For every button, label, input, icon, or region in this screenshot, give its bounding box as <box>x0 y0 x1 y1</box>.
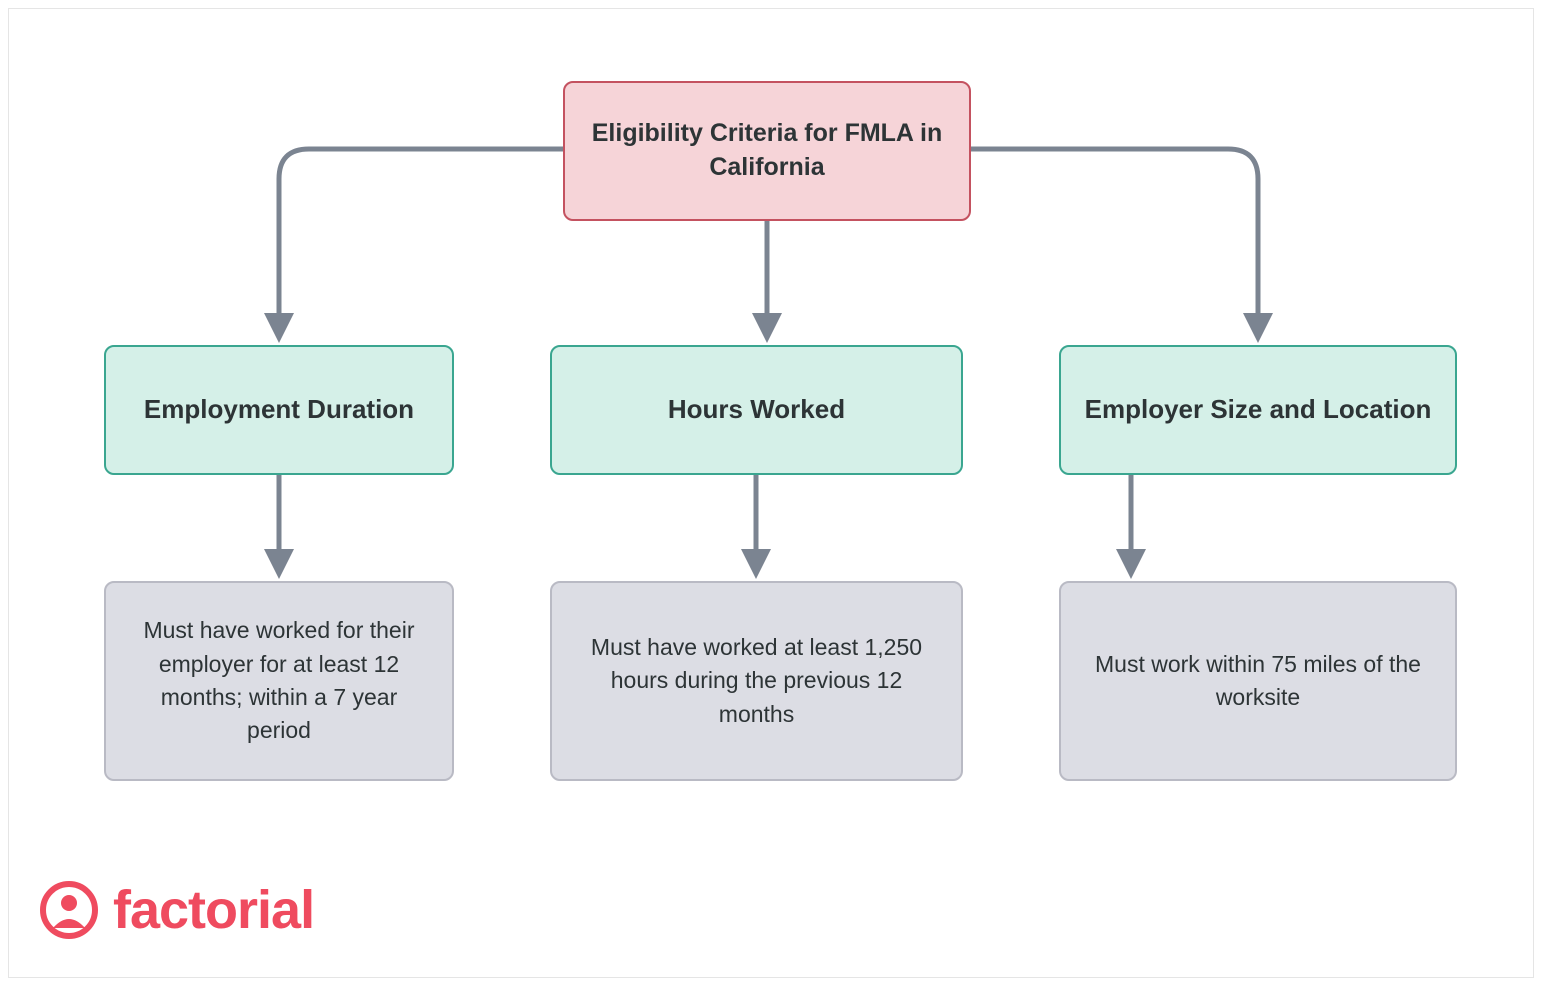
diagram-container: Eligibility Criteria for FMLA in Califor… <box>8 8 1534 978</box>
factorial-icon <box>39 880 99 940</box>
detail-employment-duration: Must have worked for their employer for … <box>104 581 454 781</box>
category-hours-worked: Hours Worked <box>550 345 963 475</box>
detail-hours-worked: Must have worked at least 1,250 hours du… <box>550 581 963 781</box>
root-node: Eligibility Criteria for FMLA in Califor… <box>563 81 971 221</box>
detail-employer-size: Must work within 75 miles of the worksit… <box>1059 581 1457 781</box>
brand-logo-text: factorial <box>113 879 314 941</box>
category-employer-size: Employer Size and Location <box>1059 345 1457 475</box>
category-employment-duration: Employment Duration <box>104 345 454 475</box>
brand-logo: factorial <box>39 879 314 941</box>
